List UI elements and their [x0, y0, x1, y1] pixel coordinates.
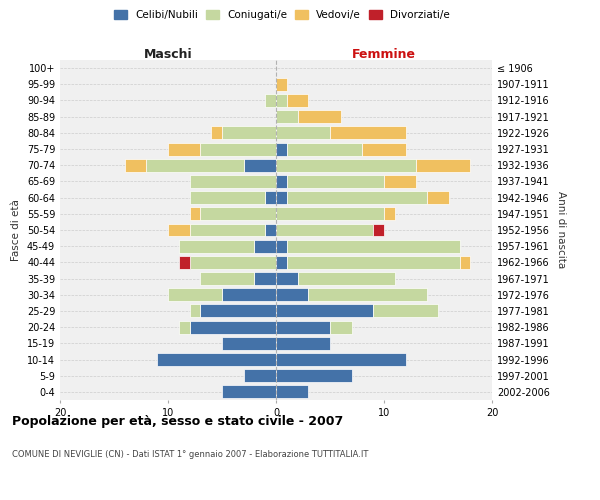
Bar	[287, 240, 460, 252]
Text: Maschi: Maschi	[143, 48, 193, 61]
Y-axis label: Fasce di età: Fasce di età	[11, 199, 21, 261]
Bar	[222, 337, 276, 350]
Bar	[276, 159, 416, 172]
Bar	[287, 175, 384, 188]
Bar	[254, 240, 276, 252]
Bar	[146, 159, 244, 172]
Bar	[125, 159, 146, 172]
Legend: Celibi/Nubili, Coniugati/e, Vedovi/e, Divorziati/e: Celibi/Nubili, Coniugati/e, Vedovi/e, Di…	[114, 10, 450, 20]
Bar	[265, 191, 276, 204]
Text: Femmine: Femmine	[352, 48, 416, 61]
Bar	[276, 256, 287, 269]
Bar	[179, 256, 190, 269]
Bar	[276, 224, 373, 236]
Bar	[287, 256, 460, 269]
Bar	[200, 208, 276, 220]
Bar	[373, 304, 438, 318]
Bar	[416, 159, 470, 172]
Bar	[287, 191, 427, 204]
Bar	[362, 142, 406, 156]
Bar	[254, 272, 276, 285]
Bar	[190, 208, 200, 220]
Bar	[427, 191, 449, 204]
Bar	[168, 288, 222, 301]
Bar	[179, 240, 254, 252]
Bar	[276, 208, 384, 220]
Bar	[384, 175, 416, 188]
Bar	[287, 94, 308, 107]
Bar	[244, 159, 276, 172]
Bar	[373, 224, 384, 236]
Bar	[190, 304, 200, 318]
Bar	[384, 208, 395, 220]
Bar	[265, 224, 276, 236]
Bar	[168, 142, 200, 156]
Bar	[276, 78, 287, 91]
Bar	[276, 110, 298, 123]
Bar	[308, 288, 427, 301]
Bar	[200, 272, 254, 285]
Bar	[276, 288, 308, 301]
Bar	[298, 110, 341, 123]
Bar	[460, 256, 470, 269]
Bar	[330, 320, 352, 334]
Bar	[222, 126, 276, 140]
Bar	[276, 272, 298, 285]
Text: Popolazione per età, sesso e stato civile - 2007: Popolazione per età, sesso e stato civil…	[12, 415, 343, 428]
Bar	[190, 224, 265, 236]
Bar	[157, 353, 276, 366]
Bar	[265, 94, 276, 107]
Bar	[200, 142, 276, 156]
Bar	[190, 320, 276, 334]
Bar	[276, 175, 287, 188]
Bar	[276, 240, 287, 252]
Bar	[276, 337, 330, 350]
Bar	[287, 142, 362, 156]
Bar	[276, 191, 287, 204]
Bar	[244, 369, 276, 382]
Bar	[179, 320, 190, 334]
Bar	[190, 175, 276, 188]
Bar	[222, 386, 276, 398]
Bar	[298, 272, 395, 285]
Bar	[276, 94, 287, 107]
Bar	[276, 369, 352, 382]
Bar	[276, 304, 373, 318]
Bar	[276, 142, 287, 156]
Text: COMUNE DI NEVIGLIE (CN) - Dati ISTAT 1° gennaio 2007 - Elaborazione TUTTITALIA.I: COMUNE DI NEVIGLIE (CN) - Dati ISTAT 1° …	[12, 450, 368, 459]
Bar	[168, 224, 190, 236]
Bar	[330, 126, 406, 140]
Bar	[276, 353, 406, 366]
Bar	[211, 126, 222, 140]
Bar	[276, 386, 308, 398]
Bar	[222, 288, 276, 301]
Bar	[190, 256, 276, 269]
Bar	[190, 191, 265, 204]
Bar	[276, 126, 330, 140]
Y-axis label: Anni di nascita: Anni di nascita	[556, 192, 566, 268]
Bar	[200, 304, 276, 318]
Bar	[276, 320, 330, 334]
